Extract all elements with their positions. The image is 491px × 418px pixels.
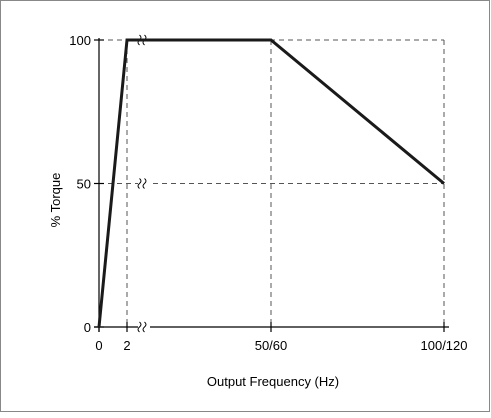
x-tick-label-2: 2 <box>123 338 130 353</box>
axis-break-squiggle-0-1 <box>142 321 147 333</box>
axis-break-squiggle-50-1 <box>142 178 147 189</box>
y-axis-label: % Torque <box>48 173 63 228</box>
y-tick-label-100: 100 <box>69 33 91 48</box>
x-tick-label-100-120: 100/120 <box>421 338 468 353</box>
axis-layer <box>94 38 449 332</box>
x-tick-label-50-60: 50/60 <box>255 338 288 353</box>
series-line-0 <box>97 38 445 328</box>
y-tick-label-50: 50 <box>77 177 91 192</box>
x-axis-label: Output Frequency (Hz) <box>207 374 339 389</box>
axis-break-squiggle-0-0 <box>137 321 142 333</box>
tick-label-layer: 0 50 100 0 2 50/60 100/120 <box>69 33 467 353</box>
x-tick-label-0: 0 <box>95 338 102 353</box>
axis-break-squiggle-50-0 <box>137 178 142 189</box>
series-layer <box>97 38 445 328</box>
y-tick-label-0: 0 <box>84 320 91 335</box>
